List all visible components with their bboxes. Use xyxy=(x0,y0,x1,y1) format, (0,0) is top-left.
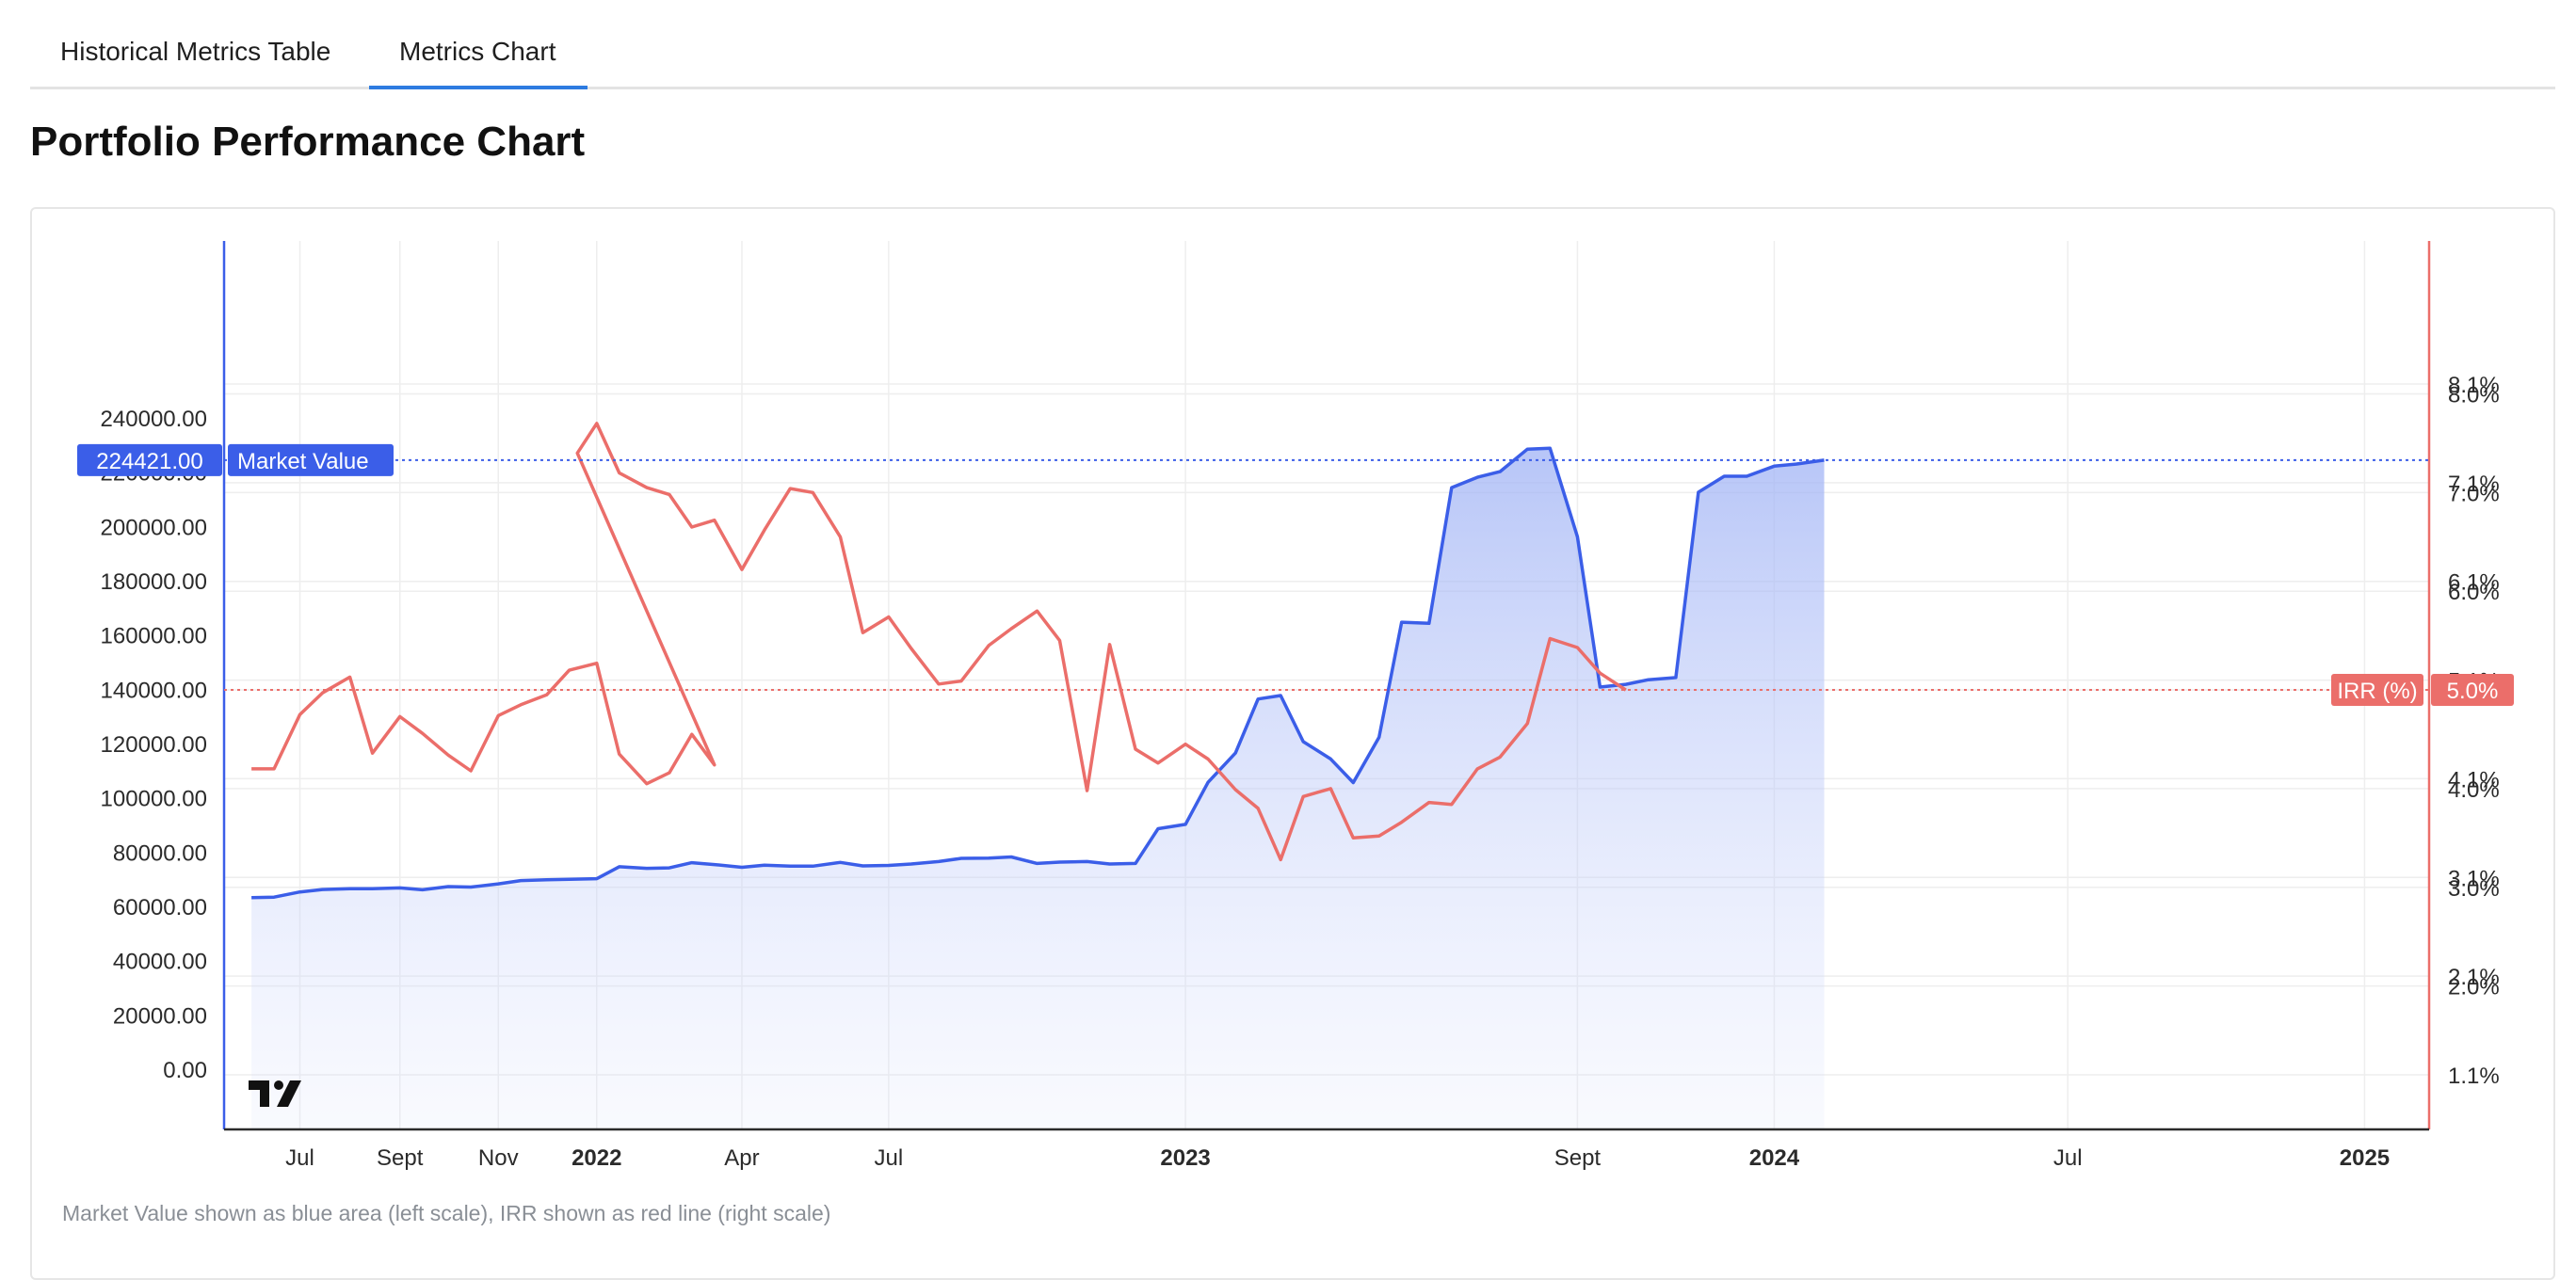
y-left-tick-label: 20000.00 xyxy=(113,1003,207,1029)
y-left-tick-label: 100000.00 xyxy=(101,787,207,812)
x-tick-label: 2022 xyxy=(572,1145,621,1171)
market-value-legend-badge xyxy=(228,443,394,476)
x-tick-label: 2023 xyxy=(1160,1145,1210,1171)
y-right-tick-label: 2.0% xyxy=(2448,975,2500,1000)
irr-badge xyxy=(2431,674,2514,707)
y-left-tick-label: 140000.00 xyxy=(101,678,207,703)
x-tick-label: Jul xyxy=(875,1145,904,1171)
y-left-tick-label: 240000.00 xyxy=(101,407,207,432)
y-right-tick-label: 3.1% xyxy=(2448,866,2500,891)
y-left-tick-label: 120000.00 xyxy=(101,732,207,758)
x-tick-label: Jul xyxy=(2053,1145,2083,1171)
y-right-tick-label: 3.0% xyxy=(2448,876,2500,902)
irr-legend-badge xyxy=(2331,674,2423,707)
irr-legend-label: IRR (%) xyxy=(2337,679,2417,704)
tab-metrics-chart[interactable]: Metrics Chart xyxy=(369,0,588,89)
y-left-tick-label: 160000.00 xyxy=(101,624,207,649)
x-tick-label: Jul xyxy=(285,1145,314,1171)
chart-card: 0.00 20000.00 40000.00 60000.00 80000.00 1000… xyxy=(30,207,2555,1280)
y-left-tick-label: 0.00 xyxy=(163,1058,207,1083)
y-right-tick-label: 1.1% xyxy=(2448,1064,2500,1089)
market-value-legend-label: Market Value xyxy=(237,449,369,474)
x-tick-label: 2024 xyxy=(1749,1145,1800,1171)
metrics-chart[interactable]: 0.00 20000.00 40000.00 60000.00 80000.00 1000… xyxy=(32,209,2557,1188)
tradingview-logo-icon xyxy=(249,1080,301,1107)
irr-line xyxy=(251,422,1627,862)
x-tick-label: 2025 xyxy=(2340,1145,2390,1171)
y-right-tick-label: 4.0% xyxy=(2448,777,2500,803)
y-left-tick-label: 80000.00 xyxy=(113,840,207,866)
y-right-tick-label: 7.1% xyxy=(2448,472,2500,497)
x-tick-label: Apr xyxy=(724,1145,759,1171)
chart-footnote: Market Value shown as blue area (left sc… xyxy=(62,1201,831,1225)
tab-historical-metrics-table[interactable]: Historical Metrics Table xyxy=(60,37,331,66)
market-value-line xyxy=(251,446,1825,900)
y-left-tick-label: 180000.00 xyxy=(101,569,207,595)
y-right-tick-label: 8.0% xyxy=(2448,382,2500,408)
tab-bar: Historical Metrics Table Metrics Chart xyxy=(30,0,2555,89)
x-tick-label: Nov xyxy=(478,1145,519,1171)
y-right-tick-label: 2.1% xyxy=(2448,965,2500,990)
y-left-tick-label: 200000.00 xyxy=(101,515,207,540)
y-right-tick-label: 6.0% xyxy=(2448,580,2500,605)
y-right-tick-label: 7.0% xyxy=(2448,481,2500,506)
market-value-badge xyxy=(77,443,222,476)
x-tick-label: Sept xyxy=(377,1145,424,1171)
x-tick-label: Sept xyxy=(1554,1145,1602,1171)
page-title: Portfolio Performance Chart xyxy=(30,119,586,165)
y-left-tick-label: 40000.00 xyxy=(113,950,207,975)
y-left-tick-label: 60000.00 xyxy=(113,895,207,920)
y-right-tick-label: 4.1% xyxy=(2448,767,2500,792)
y-right-tick-label: 8.1% xyxy=(2448,373,2500,398)
irr-last-value: 5.0% xyxy=(2447,679,2499,704)
market-value-last-value: 224421.00 xyxy=(96,449,202,474)
y-right-tick-label: 6.1% xyxy=(2448,570,2500,596)
